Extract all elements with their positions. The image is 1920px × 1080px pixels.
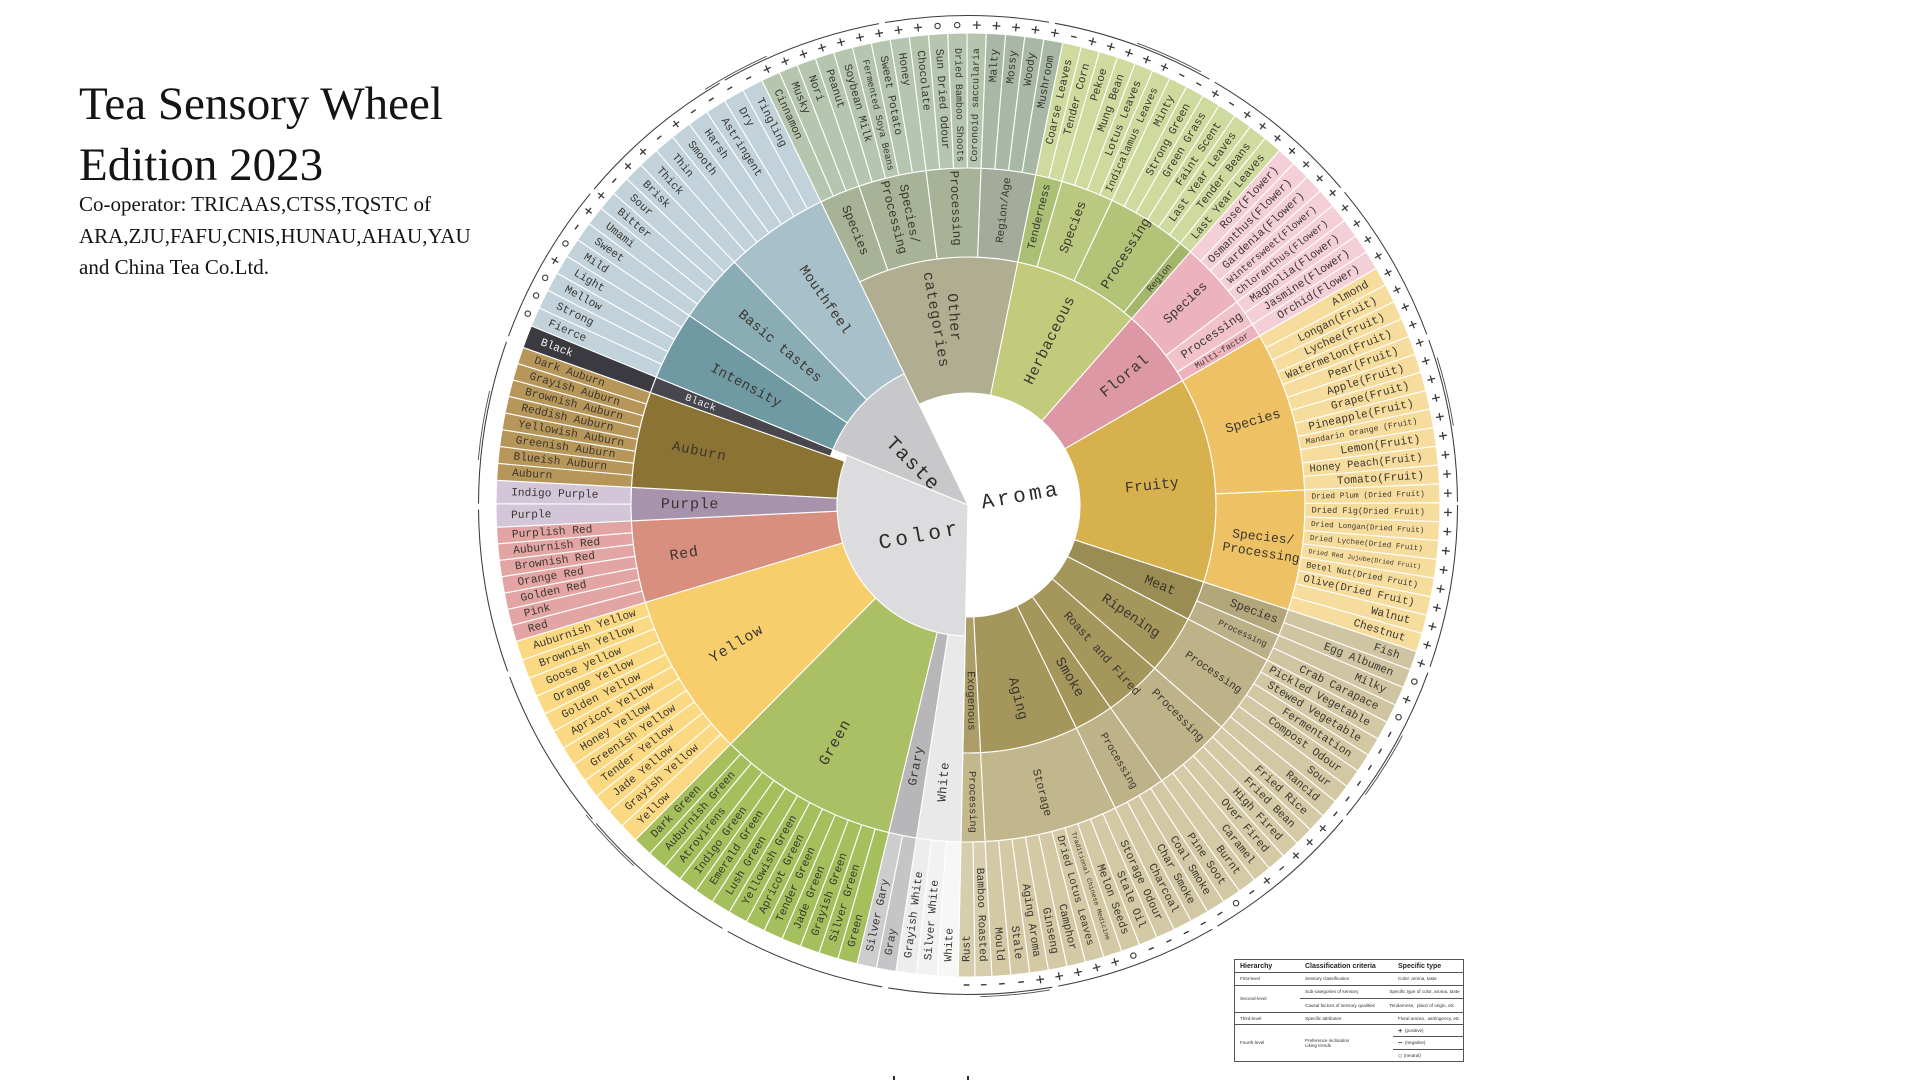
svg-text:Other: Other [943,293,964,343]
svg-text:White: White [943,928,956,962]
svg-text:Indigo Purple: Indigo Purple [511,487,599,501]
svg-text:Malty: Malty [988,48,1002,83]
svg-text:Rust: Rust [962,935,974,962]
svg-text:Mould: Mould [991,927,1005,961]
svg-text:Fruity: Fruity [1124,475,1179,498]
svg-text:Dried Plum (Dried Fruit): Dried Plum (Dried Fruit) [1311,490,1425,502]
svg-text:Auburn: Auburn [512,468,553,483]
svg-text:Purple: Purple [661,496,719,513]
svg-text:Red: Red [527,619,550,636]
svg-text:Tomato(Fruit): Tomato(Fruit) [1337,470,1425,488]
svg-text:Purple: Purple [511,509,552,522]
svg-text:White: White [935,761,952,802]
svg-text:Purplish Red: Purplish Red [512,524,593,541]
svg-text:Red: Red [668,543,700,565]
svg-text:Stale: Stale [1008,925,1024,960]
svg-text:Gray: Gray [884,927,901,956]
svg-text:Woody: Woody [1023,52,1040,87]
svg-text:Aroma: Aroma [980,479,1063,516]
svg-text:Exogenous: Exogenous [964,671,977,731]
svg-text:Bamboo Roasted: Bamboo Roasted [973,868,988,962]
svg-text:Mossy: Mossy [1005,50,1020,85]
svg-text:Dried Bamboo Shoots: Dried Bamboo Shoots [952,48,966,162]
svg-text:Processing: Processing [946,171,963,247]
svg-text:Honey: Honey [895,52,912,87]
svg-text:Coronoid saccularia: Coronoid saccularia [969,48,982,162]
svg-text:Dried Fig(Dried Fruit): Dried Fig(Dried Fruit) [1311,506,1425,518]
svg-text:Species/: Species/ [1231,526,1295,548]
svg-text:Processing: Processing [965,771,978,833]
